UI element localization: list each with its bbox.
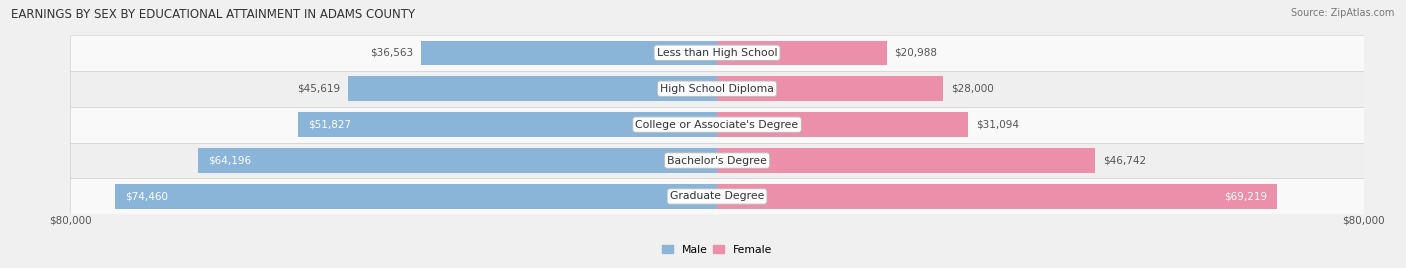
Bar bbox=[70, 35, 1364, 71]
Bar bbox=[717, 148, 1095, 173]
Text: $28,000: $28,000 bbox=[952, 84, 994, 94]
Bar bbox=[422, 40, 717, 65]
Text: $20,988: $20,988 bbox=[894, 48, 938, 58]
Bar bbox=[717, 112, 969, 137]
Bar bbox=[115, 184, 717, 209]
Text: Graduate Degree: Graduate Degree bbox=[669, 191, 765, 202]
Text: $46,742: $46,742 bbox=[1102, 155, 1146, 166]
Text: $74,460: $74,460 bbox=[125, 191, 167, 202]
Bar bbox=[349, 76, 717, 101]
Text: Bachelor's Degree: Bachelor's Degree bbox=[666, 155, 768, 166]
Text: EARNINGS BY SEX BY EDUCATIONAL ATTAINMENT IN ADAMS COUNTY: EARNINGS BY SEX BY EDUCATIONAL ATTAINMEN… bbox=[11, 8, 415, 21]
Text: Source: ZipAtlas.com: Source: ZipAtlas.com bbox=[1291, 8, 1395, 18]
Text: $31,094: $31,094 bbox=[976, 120, 1019, 130]
Bar bbox=[70, 107, 1364, 143]
Bar bbox=[70, 143, 1364, 178]
Bar bbox=[70, 178, 1364, 214]
Text: $36,563: $36,563 bbox=[371, 48, 413, 58]
Text: $69,219: $69,219 bbox=[1223, 191, 1267, 202]
Bar bbox=[298, 112, 717, 137]
Text: $51,827: $51,827 bbox=[308, 120, 352, 130]
Bar bbox=[717, 184, 1277, 209]
Bar bbox=[198, 148, 717, 173]
Text: High School Diploma: High School Diploma bbox=[661, 84, 773, 94]
Legend: Male, Female: Male, Female bbox=[658, 240, 776, 259]
Bar bbox=[717, 40, 887, 65]
Text: $45,619: $45,619 bbox=[297, 84, 340, 94]
Text: College or Associate's Degree: College or Associate's Degree bbox=[636, 120, 799, 130]
Bar bbox=[717, 76, 943, 101]
Text: $64,196: $64,196 bbox=[208, 155, 250, 166]
Text: Less than High School: Less than High School bbox=[657, 48, 778, 58]
Bar bbox=[70, 71, 1364, 107]
